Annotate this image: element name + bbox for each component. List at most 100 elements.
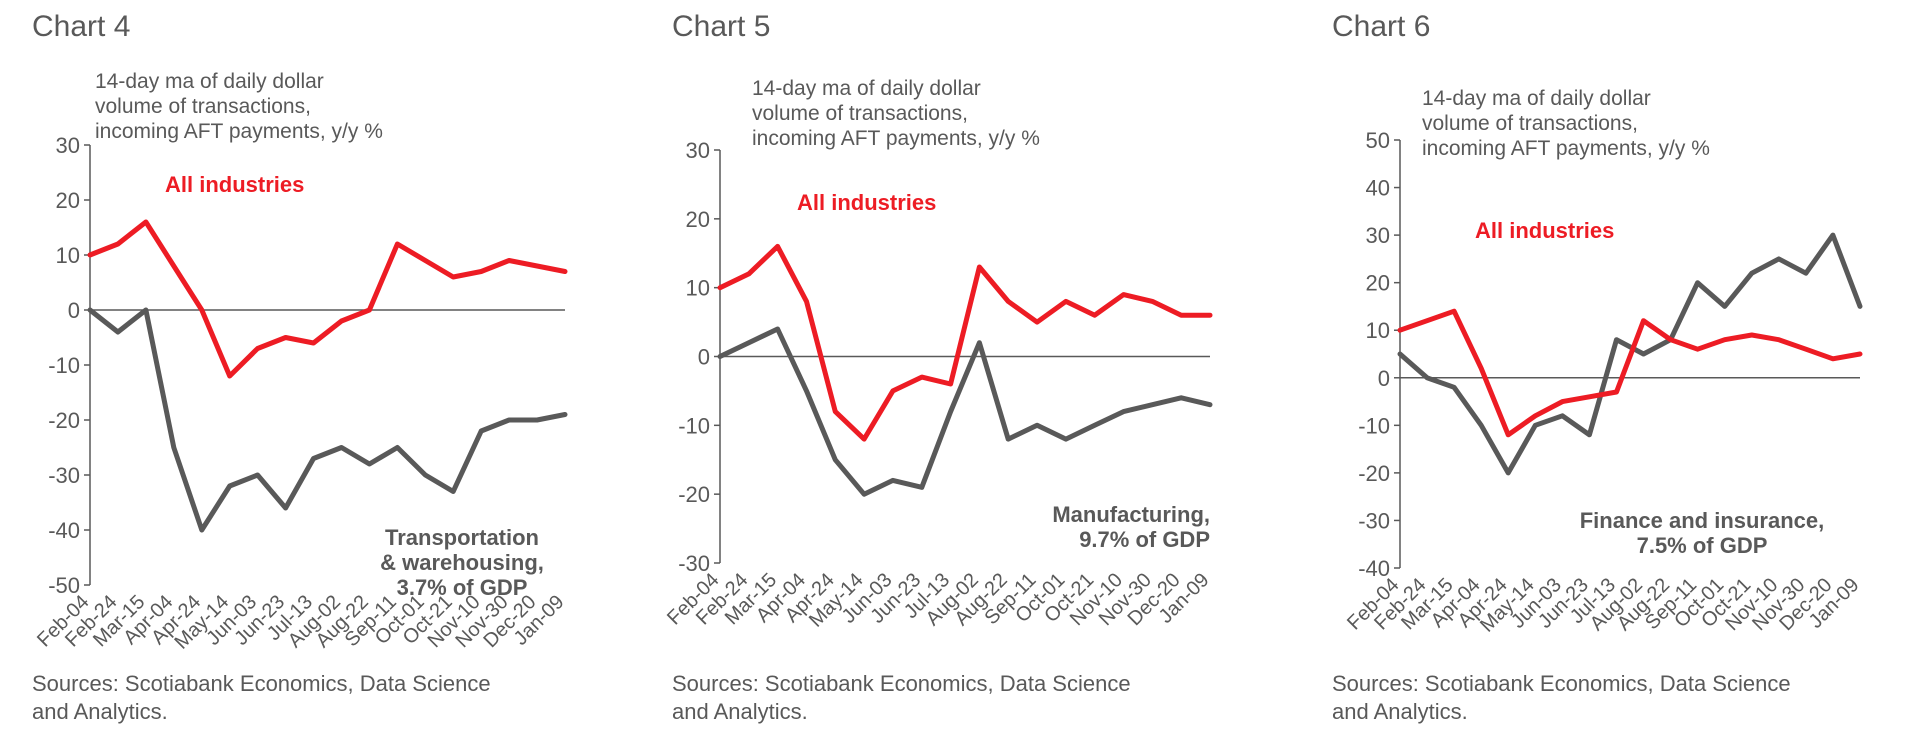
all-industries-point [1150,299,1155,304]
sector-point [833,457,838,462]
sector-point [919,485,924,490]
y-axis-label: 14-day ma of daily dollar volume of trans… [95,70,383,143]
all-industries-point [1035,320,1040,325]
all-industries-point [563,269,567,274]
all-industries-point [535,264,540,268]
chart-6-panel: Chart 6 14-day ma of daily dollar volume … [1300,0,1909,737]
all-industries-line [717,243,1213,442]
sector-point [1776,256,1781,261]
sector-point [339,445,344,450]
sector-point [1749,271,1754,276]
y-tick-label: 40 [1366,176,1390,201]
all-industries-point [1506,432,1511,437]
sector-point [115,330,120,334]
sector-point [1121,409,1126,414]
sector-point [1398,352,1402,356]
sector-point [227,484,232,488]
sector-point [451,489,456,494]
all-industries-point [1479,366,1484,371]
y-axis-label: 14-day ma of daily dollar volume of trans… [752,77,1040,150]
sector-point [1722,304,1727,309]
all-industries-point [1695,347,1700,352]
chart-4-plot: 14-day ma of daily dollar volume of trans… [33,70,568,654]
y-tick-label: -40 [1358,556,1390,581]
y-tick-label: -30 [48,463,80,488]
y-tick-label: -50 [48,573,80,598]
sector-line [1397,232,1863,476]
all-industries-label: All industries [797,190,936,215]
y-tick-label: -20 [678,482,710,507]
all-industries-line [87,219,568,379]
sector-point [1425,375,1430,380]
all-industries-label: All industries [1475,218,1614,243]
all-industries-point [890,388,895,393]
all-industries-point [143,220,148,224]
y-tick-label: 10 [686,276,710,301]
all-industries-point [1533,413,1538,418]
sector-point [1092,423,1097,428]
sources-note: Sources: Scotiabank Economics, Data Scie… [1332,670,1892,726]
y-tick-label: 0 [698,345,710,370]
sector-point [563,412,567,417]
sector-point [199,528,204,532]
sources-line-1: Sources: Scotiabank Economics, Data Scie… [32,671,491,696]
all-industries-point [367,308,372,312]
y-tick-label: 0 [1378,366,1390,391]
chart-5-plot: 14-day ma of daily dollar volume of trans… [663,77,1213,632]
y-tick-label: 20 [686,207,710,232]
all-industries-point [1668,337,1673,342]
all-industries-point [1749,332,1754,337]
sector-point [1506,470,1511,475]
y-tick-label: 20 [1366,271,1390,296]
all-industries-point [1063,299,1068,304]
sector-point [1150,402,1155,407]
sector-point [1006,437,1011,442]
chart-title: Chart 4 [32,10,131,43]
all-industries-point [339,319,344,323]
all-industries-point [395,242,400,246]
all-industries-point [479,269,484,274]
all-industries-point [1121,292,1126,297]
all-industries-point [775,244,780,249]
sources-note: Sources: Scotiabank Economics, Data Scie… [32,670,592,726]
sector-point [977,340,982,345]
y-tick-label: -30 [1358,508,1390,533]
all-industries-point [1006,299,1011,304]
sector-point [775,326,780,331]
all-industries-point [1830,356,1835,361]
sector-point [948,409,953,414]
all-industries-point [1560,399,1565,404]
sector-point [1587,432,1592,437]
all-industries-point [948,382,953,387]
all-industries-point [1803,347,1808,352]
sources-line-2: and Analytics. [1332,699,1468,724]
y-tick-label: 30 [56,133,80,158]
y-tick-label: 10 [1366,318,1390,343]
sector-point [479,429,484,433]
all-industries-point [115,242,120,246]
sources-line-2: and Analytics. [672,699,808,724]
all-industries-point [862,437,867,442]
y-tick-label: 10 [56,243,80,268]
y-tick-label: 30 [1366,223,1390,248]
all-industries-point [1641,318,1646,323]
y-tick-label: 0 [68,298,80,323]
all-industries-point [1614,390,1619,395]
all-industries-point [804,299,809,304]
all-industries-point [1722,337,1727,342]
all-industries-point [311,341,316,345]
all-industries-point [507,258,512,263]
y-tick-label: -10 [48,353,80,378]
all-industries-point [1587,394,1592,399]
sources-line-2: and Analytics. [32,699,168,724]
sector-point [1063,437,1068,442]
sector-label: Manufacturing, 9.7% of GDP [1052,502,1210,552]
sector-point [862,492,867,497]
sector-point [1803,271,1808,276]
y-tick-label: 50 [1366,128,1390,153]
sector-point [283,506,288,510]
all-industries-label: All industries [165,172,304,197]
all-industries-point [919,375,924,380]
chart-4-panel: Chart 4 14-day ma of daily dollar volume … [0,0,640,737]
y-tick-label: -10 [678,413,710,438]
